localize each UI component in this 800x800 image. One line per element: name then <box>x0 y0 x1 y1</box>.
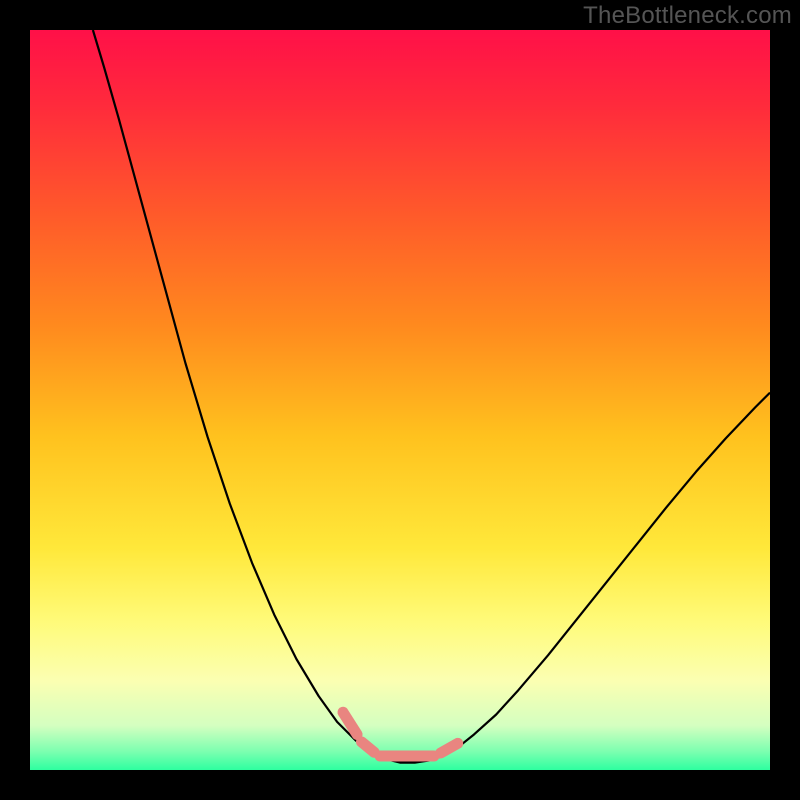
bottleneck-chart <box>0 0 800 800</box>
watermark-text: TheBottleneck.com <box>583 2 792 30</box>
gradient-background <box>30 30 770 770</box>
chart-frame: TheBottleneck.com <box>0 0 800 800</box>
